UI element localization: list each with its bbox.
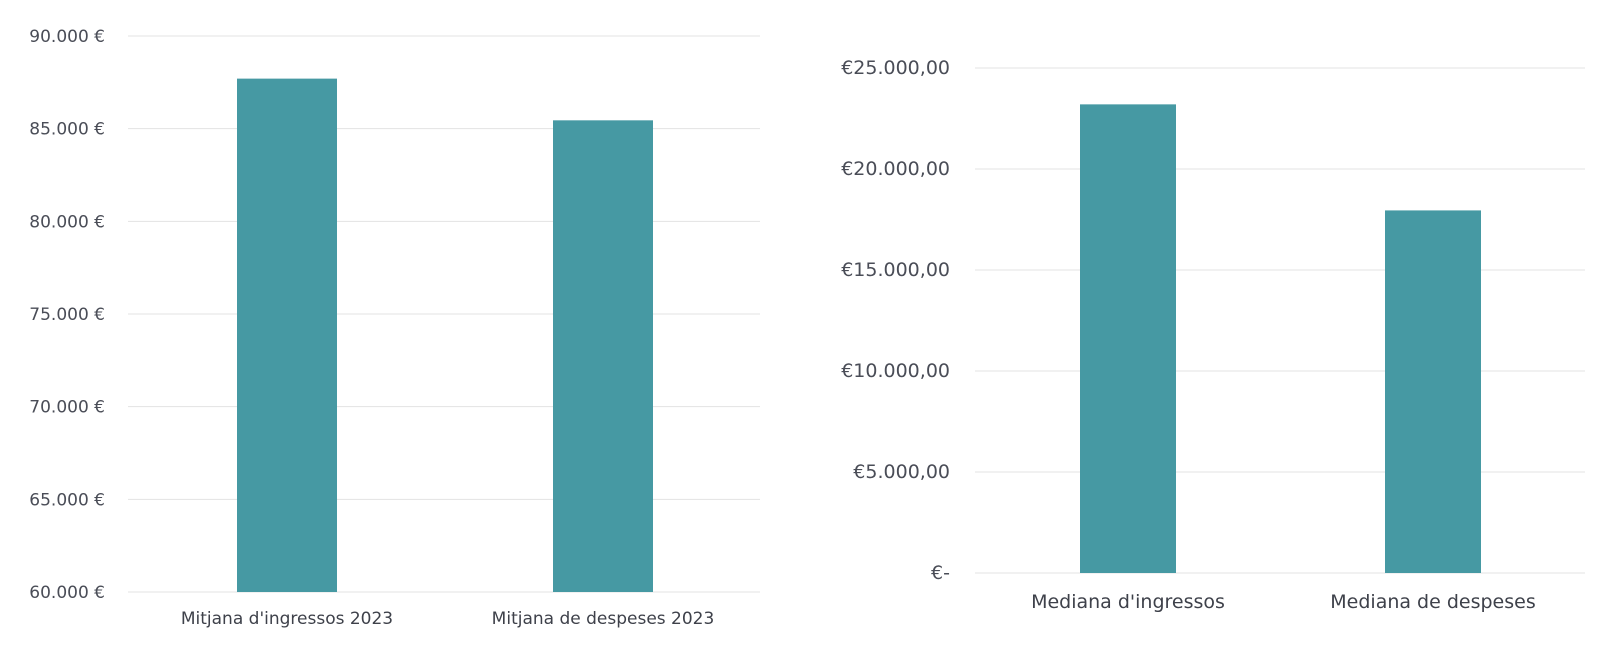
mean-y-tick-label: 70.000 €: [29, 398, 105, 418]
mean-y-tick-label: 75.000 €: [29, 305, 105, 325]
median-y-tick-label: €20.000,00: [841, 158, 950, 180]
median-y-tick-label: €10.000,00: [841, 360, 950, 382]
median-y-tick-label: €-: [931, 562, 950, 584]
mean-y-tick-label: 90.000 €: [29, 27, 105, 47]
median-y-tick-label: €5.000,00: [853, 461, 950, 483]
mean-category-label: Mitjana d'ingressos 2023: [181, 609, 393, 629]
mean-y-tick-label: 65.000 €: [29, 490, 105, 510]
mean-y-tick-label: 60.000 €: [29, 583, 105, 603]
mean-y-tick-label: 85.000 €: [29, 120, 105, 140]
mean-category-label: Mitjana de despeses 2023: [492, 609, 715, 629]
mean-bar: [553, 120, 653, 593]
median-bar: [1080, 104, 1176, 574]
median-y-tick-label: €25.000,00: [841, 57, 950, 79]
median-bar: [1385, 210, 1481, 573]
mean-y-tick-label: 80.000 €: [29, 212, 105, 232]
mean-chart-group: 60.000 € 65.000 € 70.000 € 75.000 € 80.000 €…: [29, 27, 760, 629]
median-chart-group: €- €5.000,00 €10.000,00 €15.000,00 €20.000,0…: [841, 57, 1585, 613]
median-y-tick-label: €15.000,00: [841, 259, 950, 281]
mean-bar: [237, 78, 337, 593]
median-category-label: Mediana de despeses: [1330, 591, 1535, 613]
median-category-label: Mediana d'ingressos: [1031, 591, 1225, 613]
